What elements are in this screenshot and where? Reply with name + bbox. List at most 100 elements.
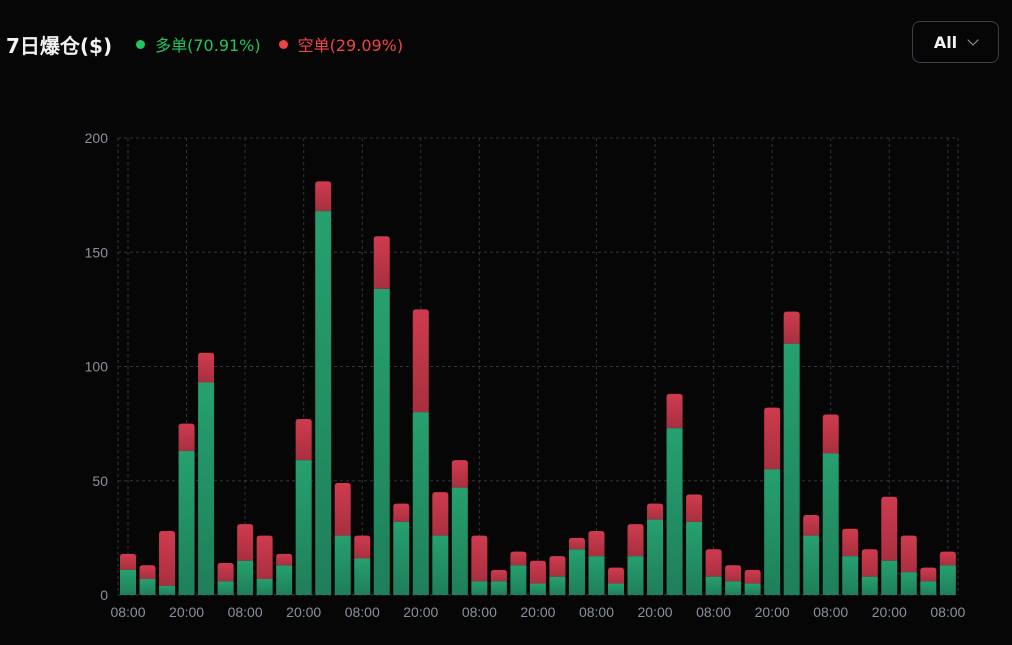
bar-long bbox=[568, 549, 585, 595]
bar-long bbox=[549, 576, 566, 595]
bar-short bbox=[490, 569, 507, 582]
bar-short bbox=[647, 503, 664, 520]
bar-long bbox=[861, 576, 878, 595]
bar-short bbox=[159, 531, 176, 586]
y-tick-label: 50 bbox=[92, 473, 108, 489]
bar-long bbox=[666, 428, 683, 595]
bar-long bbox=[315, 211, 332, 595]
x-tick-label: 08:00 bbox=[228, 604, 263, 620]
bar-short bbox=[783, 311, 800, 344]
short-dot-icon bbox=[278, 39, 288, 49]
bar-long bbox=[120, 569, 136, 595]
bar-long bbox=[471, 581, 488, 595]
bar-long bbox=[647, 519, 664, 595]
x-tick-label: 20:00 bbox=[755, 604, 790, 620]
bar-long bbox=[373, 288, 390, 595]
bar-long bbox=[159, 585, 176, 595]
bar-short bbox=[686, 494, 703, 522]
bar-long bbox=[686, 521, 703, 595]
bar-short bbox=[315, 181, 332, 212]
bar-short bbox=[471, 535, 488, 582]
chart-title: 7日爆仓($) bbox=[6, 33, 113, 58]
bar-short bbox=[432, 492, 449, 536]
x-tick-label: 20:00 bbox=[638, 604, 673, 620]
bar-long bbox=[725, 581, 742, 595]
x-tick-label: 08:00 bbox=[813, 604, 848, 620]
x-tick-label: 20:00 bbox=[169, 604, 204, 620]
bar-short bbox=[412, 309, 429, 413]
bar-short bbox=[510, 551, 527, 566]
x-tick-label: 08:00 bbox=[345, 604, 380, 620]
bar-short bbox=[178, 423, 195, 452]
bar-long bbox=[705, 576, 722, 595]
bar-long bbox=[939, 565, 956, 595]
y-tick-label: 200 bbox=[85, 130, 109, 146]
bar-long bbox=[217, 581, 234, 595]
bar-long bbox=[783, 343, 800, 595]
bar-short bbox=[217, 563, 234, 582]
x-tick-label: 08:00 bbox=[462, 604, 497, 620]
bar-short bbox=[393, 503, 410, 522]
bar-long bbox=[178, 451, 195, 595]
range-filter-value: All bbox=[933, 32, 958, 52]
bar-short bbox=[139, 565, 156, 580]
bar-short bbox=[920, 567, 937, 582]
bar-long bbox=[881, 560, 898, 595]
bar-short bbox=[939, 551, 956, 566]
bar-short bbox=[666, 393, 683, 429]
bar-long bbox=[198, 382, 215, 595]
x-tick-label: 20:00 bbox=[872, 604, 907, 620]
legend-short[interactable]: 空单(29.09%) bbox=[278, 32, 404, 56]
bar-short bbox=[354, 535, 371, 559]
bar-short bbox=[120, 553, 136, 570]
bar-long bbox=[803, 535, 820, 595]
bar-short bbox=[627, 524, 644, 557]
bar-long bbox=[842, 556, 859, 595]
bar-short bbox=[744, 569, 761, 584]
bar-long bbox=[529, 583, 546, 595]
bar-short bbox=[608, 567, 624, 584]
x-tick-label: 08:00 bbox=[696, 604, 731, 620]
bar-long bbox=[393, 521, 410, 595]
y-tick-label: 100 bbox=[85, 359, 109, 375]
bar-long bbox=[295, 460, 312, 595]
bar-long bbox=[920, 581, 937, 595]
bar-short bbox=[334, 483, 351, 536]
y-tick-label: 150 bbox=[85, 244, 109, 260]
bar-long bbox=[490, 581, 507, 595]
bar-short bbox=[725, 565, 742, 582]
bar-short bbox=[295, 419, 312, 461]
bar-long bbox=[432, 535, 449, 595]
x-tick-label: 20:00 bbox=[286, 604, 321, 620]
bar-long bbox=[900, 572, 917, 595]
bar-long bbox=[627, 556, 644, 595]
bar-short bbox=[803, 515, 820, 536]
bar-short bbox=[568, 537, 585, 550]
bar-long bbox=[256, 579, 273, 595]
bar-short bbox=[373, 236, 390, 289]
chart-header: 7日爆仓($) 多单(70.91%) 空单(29.09%) bbox=[6, 28, 421, 60]
y-tick-label: 0 bbox=[100, 587, 108, 603]
x-tick-label: 08:00 bbox=[579, 604, 614, 620]
bar-short bbox=[276, 553, 293, 566]
bar-long bbox=[588, 556, 605, 595]
bar-short bbox=[549, 556, 566, 577]
bar-short bbox=[451, 460, 468, 488]
legend-long[interactable]: 多单(70.91%) bbox=[136, 32, 261, 56]
bar-short bbox=[198, 352, 215, 383]
bar-long bbox=[451, 487, 468, 595]
x-tick-label: 20:00 bbox=[520, 604, 555, 620]
x-tick-label: 08:00 bbox=[930, 604, 965, 620]
bar-short bbox=[822, 414, 839, 454]
bar-long bbox=[510, 565, 527, 595]
bar-long bbox=[334, 535, 351, 595]
range-filter-dropdown[interactable]: All bbox=[912, 21, 999, 63]
bar-short bbox=[881, 496, 898, 561]
bar-short bbox=[588, 531, 605, 557]
bar-short bbox=[529, 560, 546, 584]
legend-short-label: 空单(29.09%) bbox=[297, 36, 404, 55]
bar-long bbox=[412, 412, 429, 595]
legend-long-label: 多单(70.91%) bbox=[155, 36, 261, 55]
bar-long bbox=[744, 583, 761, 595]
